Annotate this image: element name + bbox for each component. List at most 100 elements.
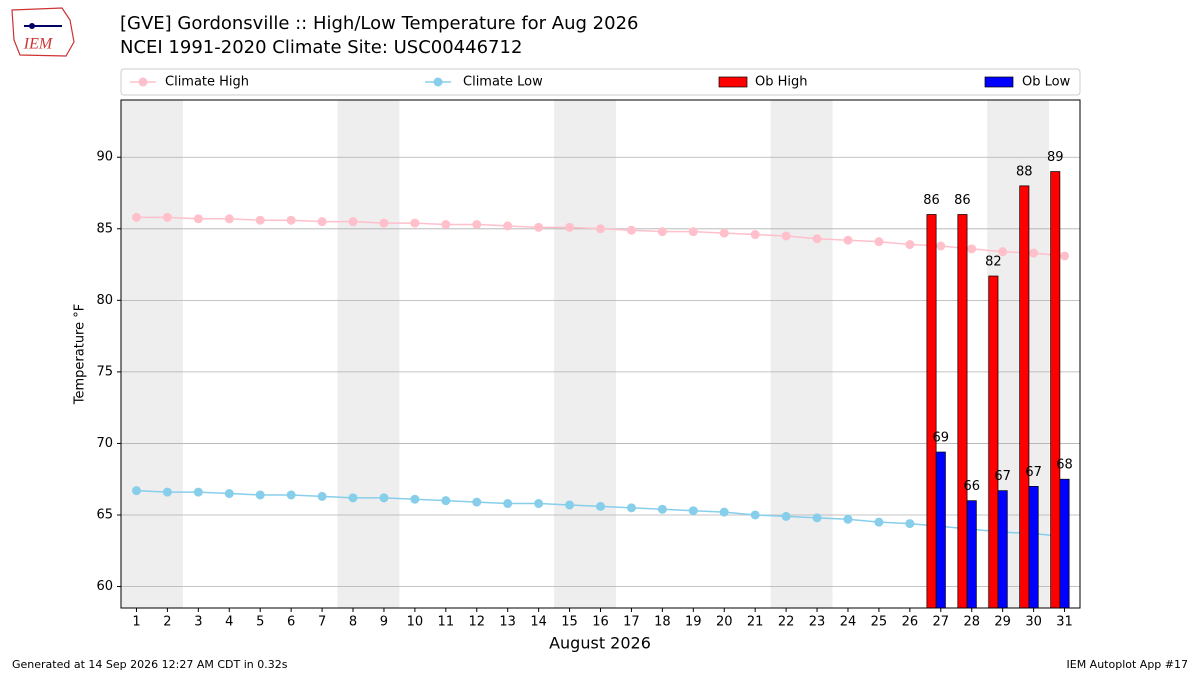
legend-label: Ob High [755, 75, 808, 90]
data-label: 69 [933, 431, 950, 446]
point [348, 493, 358, 503]
bar [926, 214, 937, 609]
x-axis-label: August 2026 [549, 634, 651, 653]
x-tick-label: 2 [163, 615, 171, 630]
x-tick-label: 12 [468, 615, 485, 630]
legend-swatch [718, 76, 748, 88]
point [441, 496, 451, 506]
point [410, 218, 420, 228]
chart-title: [GVE] Gordonsville :: High/Low Temperatu… [120, 13, 638, 34]
weekend-band [554, 100, 586, 608]
point [441, 219, 451, 229]
point [905, 519, 915, 529]
y-tick-label: 70 [96, 436, 113, 451]
point [472, 497, 482, 507]
bar [1059, 478, 1070, 609]
point [626, 225, 636, 235]
x-tick-label: 19 [685, 615, 702, 630]
data-label: 86 [954, 193, 971, 208]
x-tick-label: 4 [225, 615, 233, 630]
plot-frame [120, 99, 1081, 609]
point [781, 231, 791, 241]
bar [988, 275, 999, 609]
x-tick-label: 28 [963, 615, 980, 630]
y-tick-label: 60 [96, 579, 113, 594]
bar [1028, 486, 1039, 609]
x-tick-label: 8 [349, 615, 357, 630]
point [812, 234, 822, 244]
x-tick-label: 21 [747, 615, 764, 630]
data-label: 88 [1016, 164, 1033, 179]
weekend-band [368, 100, 400, 608]
point [379, 493, 389, 503]
legend-marker [433, 77, 443, 87]
weekend-band [770, 100, 802, 608]
point [719, 507, 729, 517]
x-tick-label: 15 [561, 615, 578, 630]
point [843, 235, 853, 245]
y-tick-label: 90 [96, 150, 113, 165]
x-tick-label: 3 [194, 615, 202, 630]
x-tick-label: 30 [1025, 615, 1042, 630]
point [131, 212, 141, 222]
x-tick-label: 10 [407, 615, 424, 630]
legend-label: Climate Low [463, 75, 543, 90]
point [874, 517, 884, 527]
x-tick-label: 7 [318, 615, 326, 630]
weekend-band [801, 100, 833, 608]
data-label: 68 [1056, 458, 1073, 473]
point [812, 513, 822, 523]
x-tick-label: 27 [933, 615, 950, 630]
point [255, 215, 265, 225]
x-tick-label: 29 [994, 615, 1011, 630]
point [348, 217, 358, 227]
legend-label: Ob Low [1022, 75, 1071, 90]
point [255, 490, 265, 500]
data-label: 67 [994, 469, 1011, 484]
point [565, 500, 575, 510]
y-tick-label: 65 [96, 507, 113, 522]
x-tick-label: 17 [623, 615, 640, 630]
point [967, 244, 977, 254]
x-tick-label: 11 [438, 615, 455, 630]
data-label: 67 [1025, 465, 1042, 480]
x-tick-label: 14 [530, 615, 547, 630]
x-tick-label: 1 [132, 615, 140, 630]
bar [1019, 185, 1030, 609]
x-tick-label: 24 [840, 615, 857, 630]
logo-text: IEM [23, 36, 54, 53]
point [224, 214, 234, 224]
point [162, 212, 172, 222]
point [626, 503, 636, 513]
point [224, 489, 234, 499]
y-tick-label: 80 [96, 293, 113, 308]
point [162, 487, 172, 497]
point [750, 230, 760, 240]
bar [997, 490, 1008, 609]
x-tick-label: 9 [380, 615, 388, 630]
point [317, 217, 327, 227]
point [1029, 248, 1039, 258]
bar [957, 214, 968, 609]
y-axis-label: Temperature °F [73, 304, 88, 405]
point [688, 506, 698, 516]
x-tick-label: 16 [592, 615, 609, 630]
x-tick-label: 22 [778, 615, 795, 630]
point [534, 222, 544, 232]
point [1060, 251, 1070, 261]
point [472, 219, 482, 229]
point [657, 227, 667, 237]
point [534, 499, 544, 509]
footer-left: Generated at 14 Sep 2026 12:27 AM CDT in… [12, 658, 288, 671]
logo: IEM [11, 7, 75, 57]
x-tick-label: 25 [871, 615, 888, 630]
point [936, 241, 946, 251]
point [750, 510, 760, 520]
x-tick-label: 20 [716, 615, 733, 630]
logo-dot [29, 23, 35, 29]
point [688, 227, 698, 237]
point [874, 237, 884, 247]
point [998, 247, 1008, 257]
point [286, 490, 296, 500]
logo-outline [11, 7, 75, 57]
